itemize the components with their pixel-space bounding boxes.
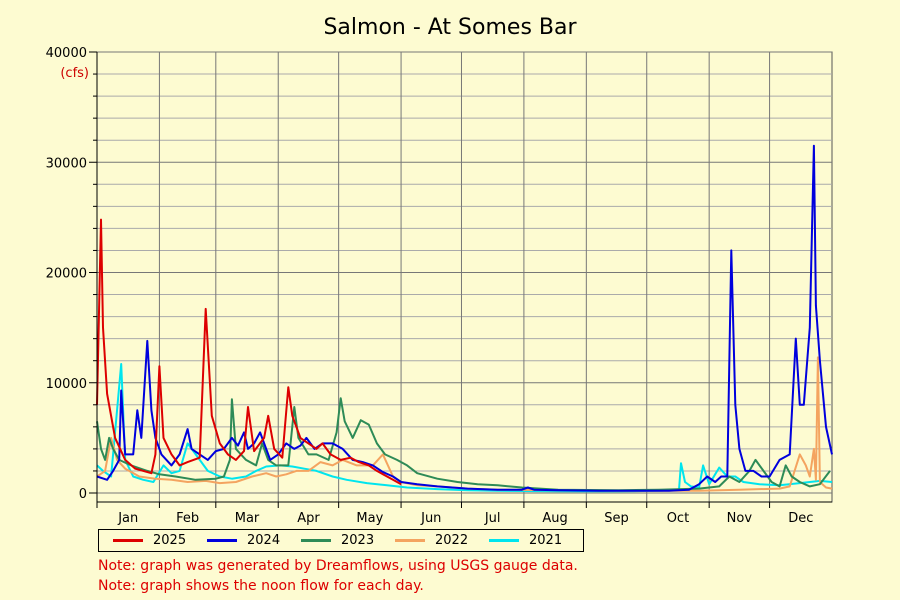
plot-frame xyxy=(96,51,833,503)
legend-label-2025: 2025 xyxy=(153,533,187,548)
legend-swatch-2021 xyxy=(489,539,519,542)
x-tick-label-aug: Aug xyxy=(542,511,567,526)
legend-swatch-2022 xyxy=(395,539,425,542)
series-line-2025 xyxy=(96,218,402,486)
x-tick-label-dec: Dec xyxy=(788,511,813,526)
y-tick-label-10000: 10000 xyxy=(46,377,87,392)
series-line-2024 xyxy=(96,144,833,492)
x-tick-label-jul: Jul xyxy=(484,511,501,526)
y-tick-label-30000: 30000 xyxy=(46,156,87,171)
x-tick-label-sep: Sep xyxy=(604,511,629,526)
notes: Note: graph was generated by Dreamflows,… xyxy=(98,556,578,596)
axes: Jan Feb Mar Apr May Jun Jul Aug Sep Oct Nov Dec 0 100… xyxy=(46,46,832,526)
y-tick-label-20000: 20000 xyxy=(46,267,87,282)
legend-label-2022: 2022 xyxy=(435,533,469,548)
legend-item-2021: 2021 xyxy=(489,533,583,548)
x-tick-label-feb: Feb xyxy=(176,511,199,526)
legend: 2025 2024 2023 2022 2021 xyxy=(98,529,584,552)
legend-swatch-2025 xyxy=(113,539,143,542)
x-tick-label-may: May xyxy=(356,511,383,526)
note-noon: Note: graph shows the noon flow for each… xyxy=(98,578,424,594)
series-layer xyxy=(96,144,833,493)
legend-label-2024: 2024 xyxy=(247,533,281,548)
series-line-2021 xyxy=(96,363,833,493)
grid xyxy=(96,51,833,503)
chart-title: Salmon - At Somes Bar xyxy=(323,15,577,40)
x-tick-label-nov: Nov xyxy=(727,511,753,526)
y-tick-label-40000: 40000 xyxy=(46,46,87,61)
x-tick-label-jun: Jun xyxy=(420,511,441,526)
legend-swatch-2024 xyxy=(207,539,237,542)
x-tick-label-apr: Apr xyxy=(297,511,320,526)
legend-item-2025: 2025 xyxy=(113,533,207,548)
x-tick-label-jan: Jan xyxy=(117,511,138,526)
note-source: Note: graph was generated by Dreamflows,… xyxy=(98,558,578,574)
series-line-2022 xyxy=(96,356,833,492)
legend-item-2024: 2024 xyxy=(207,533,301,548)
x-tick-label-mar: Mar xyxy=(235,511,260,526)
legend-label-2021: 2021 xyxy=(529,533,563,548)
legend-item-2022: 2022 xyxy=(395,533,489,548)
y-axis-unit: (cfs) xyxy=(60,66,89,81)
x-tick-label-oct: Oct xyxy=(667,511,689,526)
y-tick-label-0: 0 xyxy=(79,487,87,502)
legend-item-2023: 2023 xyxy=(301,533,395,548)
legend-swatch-2023 xyxy=(301,539,331,542)
legend-label-2023: 2023 xyxy=(341,533,375,548)
